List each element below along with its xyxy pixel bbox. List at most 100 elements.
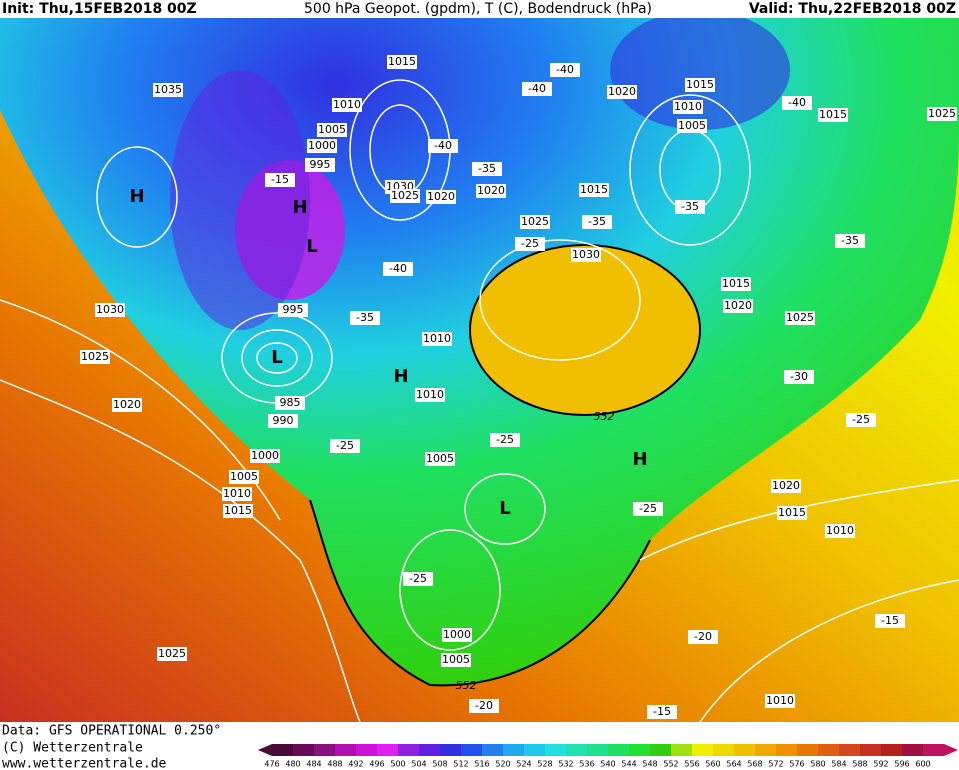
map-label: 995	[310, 158, 331, 171]
colorbar-swatch	[902, 744, 923, 756]
map-label: 1020	[724, 299, 752, 312]
label-box	[771, 479, 801, 493]
label-box	[677, 119, 707, 133]
colorbar-swatch	[818, 744, 839, 756]
map-labels: 1035 1015 1010 1005 1000 995 1030 1025 1020 1020 1…	[80, 55, 957, 719]
map-label: -40	[434, 139, 452, 152]
colorbar-label: 504	[411, 760, 426, 769]
map-label: 1025	[521, 215, 549, 228]
map-label: 1030	[572, 248, 600, 261]
colorbar-label: 560	[705, 760, 720, 769]
colorbar-swatch	[881, 744, 902, 756]
label-box	[426, 190, 456, 204]
colorbar-label: 588	[852, 760, 867, 769]
map-label: -25	[496, 433, 514, 446]
label-box	[520, 215, 550, 229]
colorbar-swatch	[923, 744, 944, 756]
colorbar-label: 548	[642, 760, 657, 769]
colorbar-label: 532	[558, 760, 573, 769]
colorbar-swatch	[566, 744, 587, 756]
colorbar-label: 500	[390, 760, 405, 769]
colorbar-swatch	[398, 744, 419, 756]
map-label: 1010	[674, 100, 702, 113]
colorbar-label: 484	[306, 760, 321, 769]
label-box	[383, 262, 413, 276]
map-label: -40	[389, 262, 407, 275]
label-box	[582, 215, 612, 229]
pressure-center: H	[632, 449, 647, 470]
colorbar-swatch	[839, 744, 860, 756]
pressure-center: L	[306, 236, 317, 257]
colorbar-swatch	[356, 744, 377, 756]
colorbar-swatch	[797, 744, 818, 756]
colorbar-swatch	[629, 744, 650, 756]
colorbar-label: 544	[621, 760, 636, 769]
map-label: 1005	[442, 653, 470, 666]
map-label: 1010	[766, 694, 794, 707]
label-box	[550, 63, 580, 77]
map-label: -35	[681, 200, 699, 213]
label-box	[875, 614, 905, 628]
colorbar-label: 600	[915, 760, 930, 769]
colorbar-swatch	[461, 744, 482, 756]
label-box	[673, 100, 703, 114]
map-label: -20	[694, 630, 712, 643]
colorbar-label: 480	[285, 760, 300, 769]
map-label: 1005	[230, 470, 258, 483]
label-box	[415, 388, 445, 402]
map-label: -20	[475, 699, 493, 712]
label-box	[721, 277, 751, 291]
label-box	[522, 82, 552, 96]
label-box	[784, 370, 814, 384]
colorbar-label: 492	[348, 760, 363, 769]
colorbar-swatch	[692, 744, 713, 756]
label-box	[633, 502, 663, 516]
colorbar-swatch	[272, 744, 293, 756]
map-label: 1025	[391, 189, 419, 202]
colorbar-label: 524	[516, 760, 531, 769]
colorbar-label: 488	[327, 760, 342, 769]
copyright: (C) Wetterzentrale	[2, 741, 143, 756]
valid-time: Valid: Thu,22FEB2018 00Z	[749, 1, 956, 17]
colorbar-label: 572	[768, 760, 783, 769]
label-box	[441, 653, 471, 667]
label-box	[835, 234, 865, 248]
colorbar-swatch	[503, 744, 524, 756]
colorbar-label: 576	[789, 760, 804, 769]
colorbar-swatch	[377, 744, 398, 756]
label-box	[229, 470, 259, 484]
map-label: 1015	[224, 504, 252, 517]
label-box	[332, 98, 362, 112]
map-label: -15	[881, 614, 899, 627]
label-box	[390, 189, 420, 203]
map-label: -25	[852, 413, 870, 426]
colorbar-swatch	[860, 744, 881, 756]
map-label: -25	[521, 237, 539, 250]
label-box	[403, 572, 433, 586]
label-box	[647, 705, 677, 719]
colorbar-label: 568	[747, 760, 762, 769]
colorbar-swatch	[545, 744, 566, 756]
colorbar-label: 580	[810, 760, 825, 769]
map-label: 1020	[772, 479, 800, 492]
label-box	[607, 85, 637, 99]
description: 500 hPa Geopot. (gpdm), T (C), Bodendruc…	[304, 1, 652, 17]
label-box	[112, 398, 142, 412]
map-label: 1010	[423, 332, 451, 345]
map-label: -25	[336, 439, 354, 452]
colorbar-swatch	[755, 744, 776, 756]
colorbar: 476 480 484 488 492 496 500 504 508 512 516 520 524 5…	[258, 744, 958, 769]
pressure-center: L	[499, 498, 510, 519]
label-box	[515, 237, 545, 251]
warm-ridge	[469, 244, 701, 416]
label-box	[153, 83, 183, 97]
label-box	[222, 487, 252, 501]
colorbar-label: 496	[369, 760, 384, 769]
label-box	[765, 694, 795, 708]
map-label: 995	[283, 303, 304, 316]
label-box	[425, 452, 455, 466]
map-label: 1035	[154, 83, 182, 96]
label-box	[685, 78, 715, 92]
label-box	[305, 158, 335, 172]
label-box	[476, 184, 506, 198]
